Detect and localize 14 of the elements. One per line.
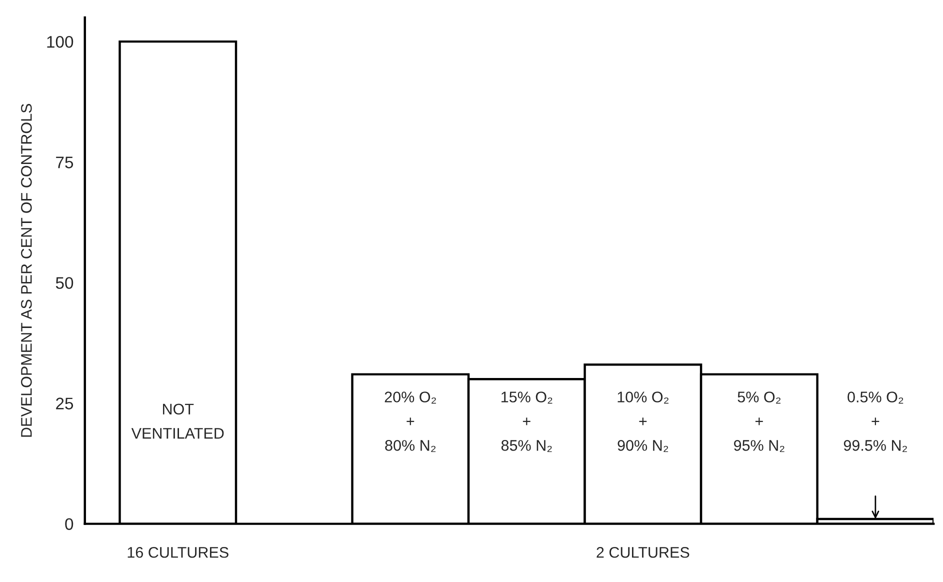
x-tick-label: 10% O₂ + 90% N₂ <box>618 392 668 452</box>
y-axis-title: DEVELOPMENT AS PER CENT OF CONTROLS <box>21 104 32 437</box>
x-tick-label: 0.5% O₂ + 99.5% N₂ <box>844 392 907 452</box>
y-tick-label: 50 <box>56 277 74 289</box>
y-tick-label: 25 <box>56 398 74 410</box>
x-tick-label: 15% O₂ + 85% N₂ <box>501 392 552 452</box>
x-tick-label: 20% O₂ + 80% N₂ <box>384 392 436 452</box>
x-tick-label: 5% O₂ + 95% N₂ <box>734 392 784 452</box>
text: 2 CULTURES <box>596 546 690 558</box>
y-tick-label: 75 <box>56 156 74 168</box>
y-tick-label: 0 <box>65 518 74 530</box>
text: 16 CULTURES <box>128 546 228 558</box>
y-tick-label: 100 <box>47 36 74 48</box>
x-tick-label: NOT VENTILATED <box>131 404 224 439</box>
